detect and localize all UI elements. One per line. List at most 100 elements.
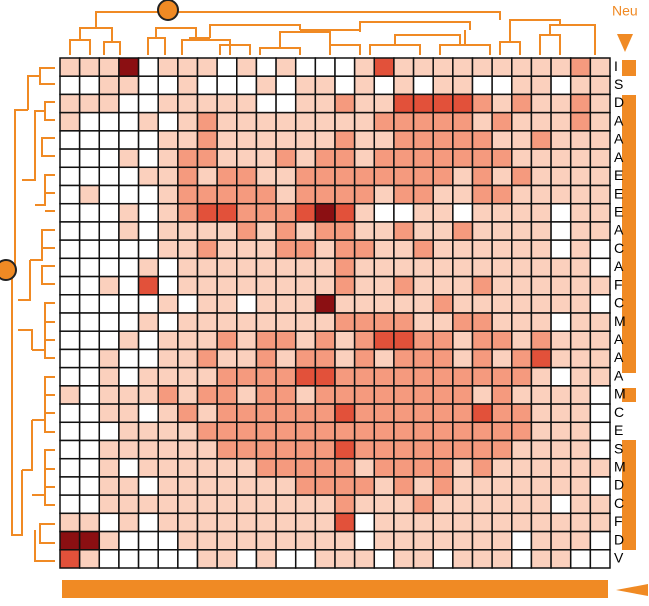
column-dendrogram [69,11,596,55]
heatmap-cell [196,221,218,241]
heatmap-cell [275,202,297,223]
heatmap-cell [353,476,376,496]
heatmap-cell [530,221,552,241]
heatmap-cell [98,421,120,442]
heatmap-cell [177,385,199,405]
heatmap-cell [334,457,356,478]
heatmap-cell [314,221,336,241]
heatmap-cell [118,549,140,569]
heatmap-cell [294,275,317,296]
heatmap-cell [216,457,238,478]
row-label: V [614,550,624,566]
heatmap-cell [236,221,258,241]
heatmap-cell [78,202,101,223]
heatmap-cell [275,75,297,96]
row-label: A [614,258,624,274]
heatmap-cell [530,294,552,314]
heatmap-cell [98,530,120,551]
heatmap-cell [491,166,513,187]
heatmap-cell [78,93,101,114]
row-label: F [614,276,623,292]
heatmap-cell [157,111,179,132]
heatmap-cell [432,457,454,478]
heatmap-cell [177,439,199,460]
heatmap-cell [216,385,238,405]
heatmap-cell [78,366,101,387]
heatmap-cell [216,202,238,223]
heatmap-cell [452,476,474,496]
heatmap-cell [569,239,592,260]
row-label: D [614,531,624,547]
heatmap-cell [196,421,218,442]
heatmap-cell [98,221,120,241]
heatmap-cell [294,530,317,551]
heatmap-cell [98,294,120,314]
heatmap-cell [589,348,611,369]
heatmap-cell [157,57,179,77]
heatmap-cell [177,184,199,205]
heatmap-cell [393,111,415,132]
column-node-marker [157,0,179,21]
heatmap-cell [236,421,258,442]
heatmap-cell [432,148,454,169]
heatmap-cell [275,403,297,424]
heatmap-cell [334,75,356,96]
heatmap-cell [491,366,513,387]
heatmap-cell [314,403,336,424]
heatmap-cell [373,530,395,551]
heatmap-cell [471,184,493,205]
heatmap-cell [59,148,81,169]
heatmap-cell [491,57,513,77]
heatmap-cell [118,57,140,77]
heatmap-cell [550,202,572,223]
heatmap-cell [236,312,258,332]
heatmap-cell [452,75,474,96]
heatmap-cell [471,275,493,296]
heatmap-cell [334,184,356,205]
heatmap-cell [511,421,533,442]
heatmap-cell [236,385,258,405]
heatmap-cell [177,202,199,223]
heatmap-cell [334,330,356,351]
heatmap-cell [511,512,533,533]
heatmap-cell [452,275,474,296]
heatmap-cell [255,549,277,569]
heatmap-cell [491,202,513,223]
heatmap-cell [353,130,376,150]
heatmap-cell [78,166,101,187]
heatmap-cell [569,57,592,77]
heatmap-cell [255,166,277,187]
heatmap-cell [314,202,336,223]
heatmap-cell [373,421,395,442]
heatmap-cell [471,130,493,150]
heatmap-cell [353,93,376,114]
heatmap-cell [334,111,356,132]
heatmap-cell [530,549,552,569]
heatmap-cell [530,512,552,533]
heatmap-cell [177,549,199,569]
heatmap-cell [589,184,611,205]
heatmap-cell [334,239,356,260]
heatmap-cell [196,494,218,515]
heatmap-cell [569,294,592,314]
heatmap-cell [530,257,552,278]
heatmap-cell [157,348,179,369]
column-group-bar [62,580,608,598]
heatmap-cell [137,348,159,369]
heatmap-cell [511,111,533,132]
heatmap-cell [412,366,434,387]
heatmap-cell [118,111,140,132]
heatmap-cell [196,476,218,496]
heatmap-cell [491,275,513,296]
heatmap-cell [452,385,474,405]
heatmap-cell [98,512,120,533]
heatmap-cell [236,476,258,496]
heatmap-cell [216,111,238,132]
heatmap-cell [157,312,179,332]
heatmap-cell [393,494,415,515]
heatmap-cell [412,239,434,260]
heatmap-cell [157,221,179,241]
heatmap-cell [294,57,317,77]
heatmap-cell [432,130,454,150]
heatmap-cell [373,257,395,278]
